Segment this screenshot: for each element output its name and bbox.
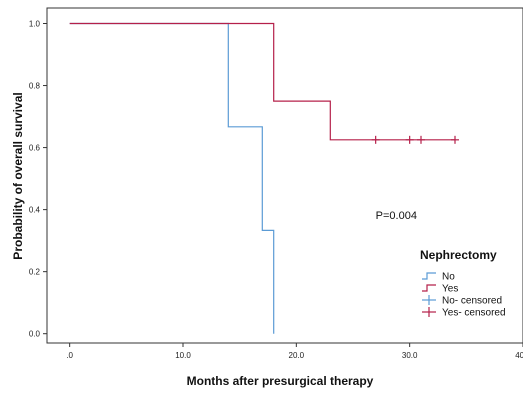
x-axis-ticks: .0 10.0 20.0 30.0 40.0 xyxy=(66,343,523,360)
y-tick-label: 0.6 xyxy=(29,144,41,153)
legend-entry: No xyxy=(422,272,455,283)
legend-swatch xyxy=(422,284,436,292)
x-tick-label: 20.0 xyxy=(289,351,305,360)
legend-label: No- censored xyxy=(442,296,502,307)
legend-label: No xyxy=(442,272,455,283)
x-axis-label: Months after presurgical therapy xyxy=(187,374,374,388)
series-layer xyxy=(69,22,455,334)
legend-entry: Yes xyxy=(422,284,458,295)
y-tick-label: 0.8 xyxy=(29,82,41,91)
censor-mark-yes xyxy=(405,135,414,144)
y-axis-ticks: 0.0 0.2 0.4 0.6 0.8 1.0 xyxy=(29,20,47,339)
legend-swatch xyxy=(422,272,436,280)
y-tick-label: 1.0 xyxy=(29,20,41,29)
legend-label: Yes- censored xyxy=(442,308,506,319)
y-tick-label: 0.0 xyxy=(29,330,41,339)
y-tick-label: 0.2 xyxy=(29,268,41,277)
censor-mark-yes xyxy=(371,135,380,144)
x-tick-label: 30.0 xyxy=(402,351,418,360)
y-tick-label: 0.4 xyxy=(29,206,41,215)
y-axis-label: Probability of overall survival xyxy=(11,92,25,259)
legend-entry: Yes- censored xyxy=(422,307,506,319)
series-line-yes xyxy=(69,22,455,141)
legend-title: Nephrectomy xyxy=(420,248,497,262)
plot-frame xyxy=(46,7,523,344)
legend-label: Yes xyxy=(442,284,458,295)
p-value-annotation: P=0.004 xyxy=(376,210,417,222)
censor-markers xyxy=(371,135,459,144)
censor-mark-yes xyxy=(417,135,425,144)
censor-mark-yes xyxy=(451,135,459,144)
x-tick-label: 10.0 xyxy=(175,351,191,360)
x-tick-label: .0 xyxy=(66,351,73,360)
legend-entry: No- censored xyxy=(422,295,502,307)
x-tick-label: 40.0 xyxy=(515,351,523,360)
